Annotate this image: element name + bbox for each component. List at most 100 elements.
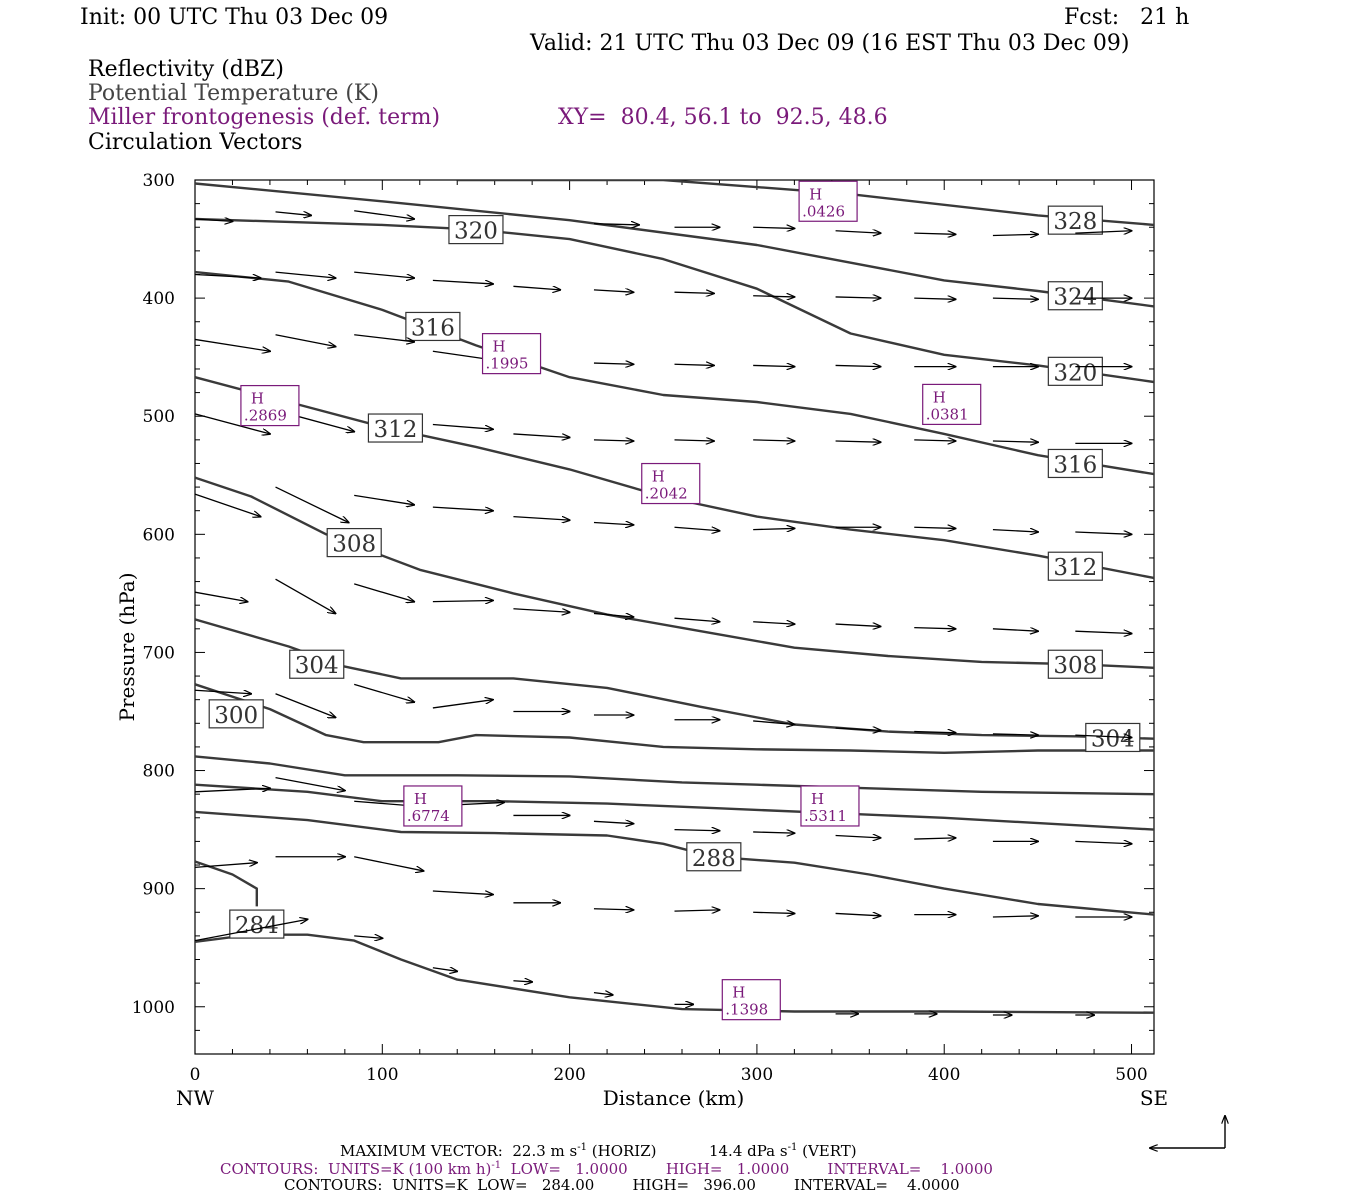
contour-label-box: [686, 842, 742, 872]
frontogenesis-exponent: -1: [491, 1160, 502, 1171]
circulation-vector: [275, 212, 312, 216]
contour-label-box: [208, 699, 264, 729]
theta-contour-line: [195, 755, 1154, 796]
init-time: Init: 00 UTC Thu 03 Dec 09: [80, 5, 389, 30]
valid-time: Valid: 21 UTC Thu 03 Dec 09 (16 EST Thu …: [530, 31, 1130, 56]
contour-label: 312: [373, 417, 417, 443]
circulation-vector: [593, 363, 633, 364]
max-vector-vertical: 14.4 dPa s: [708, 1142, 788, 1160]
circulation-vector: [992, 441, 1038, 442]
contour-label: 308: [1053, 653, 1097, 679]
high-marker-value: .1398: [725, 1001, 768, 1019]
circulation-vector: [593, 613, 633, 617]
circulation-vector: [194, 919, 307, 942]
x-tick-label: 300: [741, 1065, 773, 1085]
circulation-vectors: [194, 210, 1132, 1015]
circulation-vector: [432, 506, 493, 511]
circulation-vector: [194, 219, 232, 221]
contour-label-box: [1047, 649, 1103, 679]
circulation-vector: [593, 224, 639, 225]
horizontal-unit: (HORIZ): [591, 1142, 657, 1160]
circulation-vector: [593, 909, 633, 910]
contour-label: 300: [214, 703, 258, 729]
frontogenesis-contour-units: CONTOURS: UNITS=K (100 km h): [220, 1160, 492, 1178]
circulation-vector: [354, 856, 423, 871]
circulation-vector: [674, 830, 720, 831]
contour-label: 304: [1091, 726, 1135, 752]
high-marker-label: H: [493, 338, 506, 356]
circulation-vector: [753, 227, 794, 228]
circulation-vector: [914, 440, 955, 441]
circulation-vector: [1075, 841, 1131, 843]
circulation-vector: [354, 210, 414, 219]
y-tick-label: 400: [143, 289, 175, 309]
high-marker-box: [922, 383, 982, 426]
circulation-vector: [753, 365, 794, 366]
y-tick-label: 700: [143, 643, 175, 663]
circulation-vector: [753, 832, 794, 833]
high-marker-value: .2042: [645, 485, 688, 503]
high-marker-label: H: [809, 185, 822, 203]
circulation-vector: [835, 365, 881, 366]
circulation-vector: [593, 523, 633, 525]
contour-label-box: [1047, 356, 1103, 386]
contour-label: 316: [411, 315, 455, 341]
circulation-vector: [194, 273, 261, 278]
y-tick-label: 1000: [132, 998, 175, 1018]
theta-contour-line: [195, 683, 1154, 754]
theta-contour-line: [195, 618, 1154, 740]
contour-label-box: [1047, 448, 1103, 479]
field-circulation-vectors: Circulation Vectors: [88, 130, 303, 155]
circulation-vector: [194, 689, 251, 694]
high-marker-box: [481, 333, 542, 375]
circulation-vector: [674, 526, 720, 531]
circulation-vector: [914, 628, 955, 629]
circulation-vector: [992, 298, 1038, 299]
circulation-vector: [275, 578, 336, 613]
circulation-vector: [194, 863, 257, 869]
frontogenesis-highs: H.0426H.1995H.2869H.0381H.2042H.6774H.53…: [240, 180, 982, 1021]
contour-label-box: [1047, 551, 1103, 581]
circulation-vector: [194, 338, 270, 351]
contour-label-box: [1047, 281, 1103, 311]
circulation-vector: [593, 821, 633, 823]
theta-contour-line: [195, 182, 1154, 308]
y-tick-label: 800: [143, 762, 175, 782]
contour-lines: [195, 180, 1154, 1014]
circulation-vector: [194, 591, 247, 601]
contour-label: 328: [1053, 209, 1097, 235]
high-marker-box: [798, 180, 858, 222]
vertical-exponent: -1: [787, 1142, 798, 1153]
circulation-vector: [1075, 735, 1131, 737]
y-tick-label: 600: [143, 525, 175, 545]
circulation-vector: [992, 734, 1038, 735]
circulation-vector: [593, 440, 633, 441]
field-frontogenesis: Miller frontogenesis (def. term): [88, 105, 441, 130]
circulation-vector: [914, 732, 955, 733]
circulation-vector: [835, 297, 881, 298]
circulation-vector: [674, 440, 714, 441]
circulation-vector: [513, 433, 569, 438]
circulation-vector: [914, 233, 955, 234]
plot-frame: [194, 179, 1155, 1055]
y-tick-label: 900: [143, 880, 175, 900]
high-marker-label: H: [732, 984, 745, 1002]
circulation-vector: [432, 600, 493, 601]
circulation-vector: [354, 683, 414, 702]
theta-contour-info: CONTOURS: UNITS=K LOW= 284.00 HIGH= 396.…: [284, 1176, 960, 1194]
high-marker-box: [721, 979, 781, 1021]
contour-label-box: [326, 527, 382, 558]
contour-label-box: [448, 215, 504, 245]
contour-label-box: [405, 311, 461, 342]
circulation-vector: [835, 441, 881, 442]
max-vector-horizontal: 22.3 m s: [512, 1142, 578, 1160]
y-axis-label: Pressure (hPa): [115, 573, 139, 722]
circulation-vector: [914, 838, 955, 839]
circulation-vector: [432, 968, 457, 972]
high-marker-box: [641, 462, 701, 505]
theta-contours: 3283243203203163163123123083083043043002…: [195, 180, 1154, 1014]
circulation-vector: [513, 981, 532, 982]
circulation-vector: [674, 364, 714, 365]
high-marker-label: H: [652, 468, 665, 486]
theta-contour-line: [195, 783, 1154, 831]
